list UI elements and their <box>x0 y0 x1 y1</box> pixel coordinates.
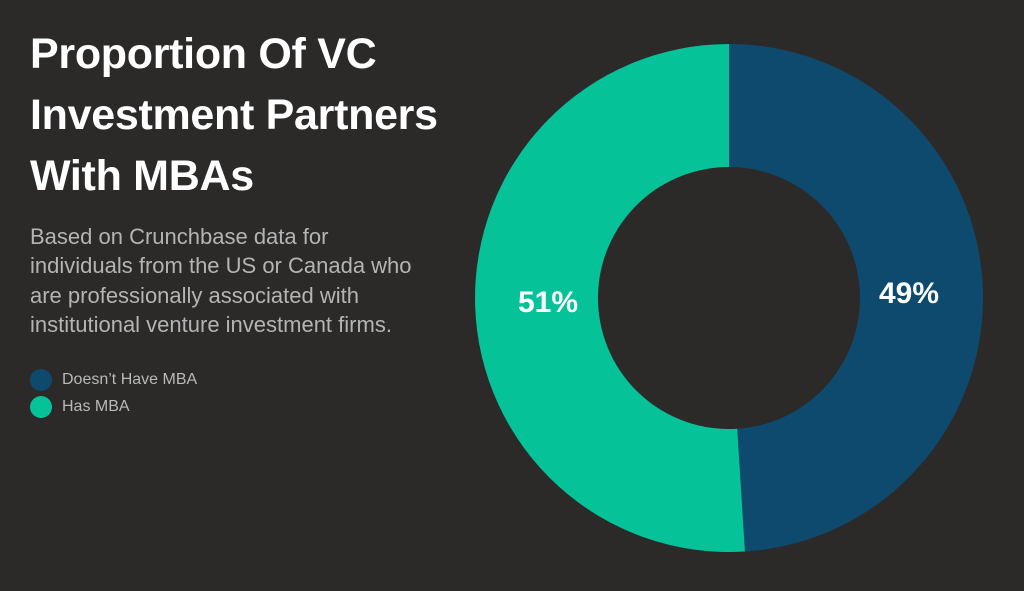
svg-text:51%: 51% <box>518 286 578 319</box>
svg-text:49%: 49% <box>879 277 939 310</box>
